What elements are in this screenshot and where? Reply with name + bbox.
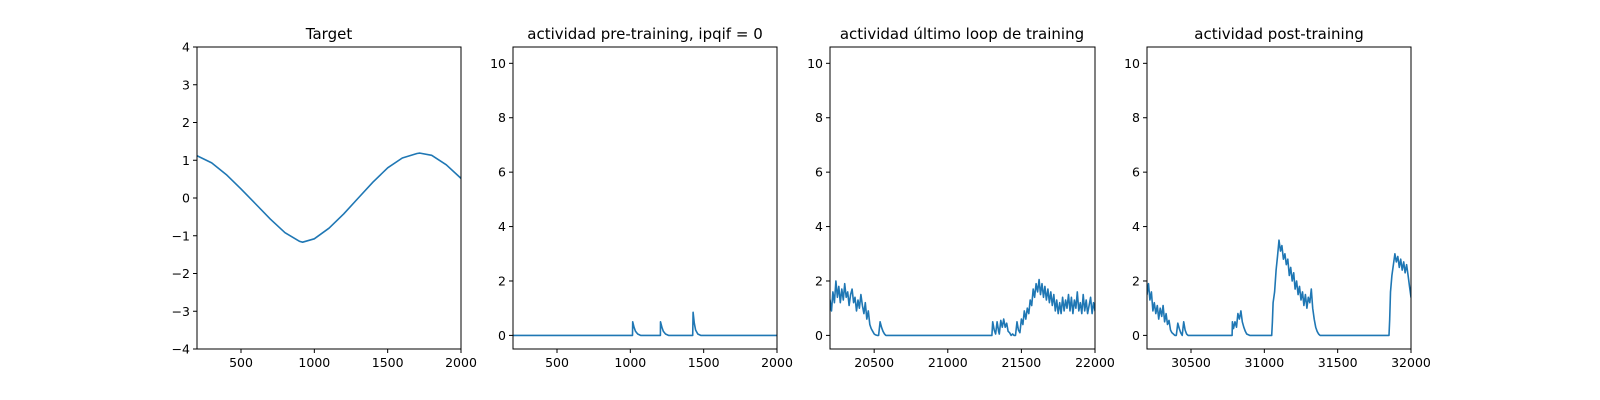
axes-frame xyxy=(1146,46,1412,350)
x-tick-label: 31500 xyxy=(1318,355,1358,370)
y-tick-label: −3 xyxy=(172,304,190,319)
x-tick-label: 22000 xyxy=(1075,355,1115,370)
y-tick-label: 4 xyxy=(182,40,190,55)
y-tick-label: 8 xyxy=(498,110,506,125)
x-tick-label: 1500 xyxy=(688,355,720,370)
y-tick-label: −2 xyxy=(172,266,190,281)
x-tick-label: 2000 xyxy=(761,355,793,370)
x-tick-label: 1000 xyxy=(614,355,646,370)
chart-title: actividad pre-training, ipqif = 0 xyxy=(527,25,763,43)
y-tick-label: 10 xyxy=(1124,56,1140,71)
chart-panel-last-training-loop: actividad último loop de training 20500 2… xyxy=(807,25,1115,370)
x-tick-label: 500 xyxy=(545,355,569,370)
x-tick-label: 32000 xyxy=(1391,355,1431,370)
y-tick-label: 4 xyxy=(815,219,823,234)
y-tick-label: −4 xyxy=(172,342,190,357)
y-tick-label: 0 xyxy=(1132,328,1140,343)
y-tick-label: 2 xyxy=(815,273,823,288)
y-tick-label: 2 xyxy=(498,273,506,288)
x-tick-label: 31000 xyxy=(1244,355,1284,370)
chart-title: actividad post-training xyxy=(1194,25,1363,43)
y-tick-label: 0 xyxy=(182,191,190,206)
chart-panel-post-training: actividad post-training 30500 31000 31500 3… xyxy=(1124,25,1431,370)
x-tick-label: 1000 xyxy=(298,355,330,370)
y-tick-label: 10 xyxy=(490,56,506,71)
y-tick-label: 8 xyxy=(815,110,823,125)
x-tick-label: 20500 xyxy=(854,355,894,370)
y-tick-label: 0 xyxy=(815,328,823,343)
series-line-0 xyxy=(513,311,777,337)
series-line-0 xyxy=(1147,239,1411,337)
chart-title: Target xyxy=(305,25,353,43)
x-tick-label: 30500 xyxy=(1171,355,1211,370)
x-tick-label: 500 xyxy=(229,355,253,370)
chart-panel-pre-training: actividad pre-training, ipqif = 0 500 100… xyxy=(490,25,793,370)
x-tick-label: 1500 xyxy=(372,355,404,370)
y-tick-label: 2 xyxy=(182,115,190,130)
series-line-0 xyxy=(197,152,461,243)
y-tick-label: 1 xyxy=(182,153,190,168)
y-tick-label: 4 xyxy=(1132,219,1140,234)
y-tick-label: 6 xyxy=(498,165,506,180)
x-tick-label: 21500 xyxy=(1002,355,1042,370)
series-line-0 xyxy=(830,278,1095,337)
y-tick-label: 6 xyxy=(1132,165,1140,180)
x-tick-label: 2000 xyxy=(445,355,477,370)
y-tick-label: 6 xyxy=(815,165,823,180)
y-tick-label: 8 xyxy=(1132,110,1140,125)
axes-frame xyxy=(829,46,1096,350)
axes-frame xyxy=(512,46,778,350)
chart-title: actividad último loop de training xyxy=(840,25,1084,43)
chart-panel-target: Target 500 1000 1500 2000 −4 −3 −2 −1 0 1 2 3 4 xyxy=(172,25,477,370)
y-tick-label: 3 xyxy=(182,77,190,92)
y-tick-label: 2 xyxy=(1132,273,1140,288)
y-tick-label: 0 xyxy=(498,328,506,343)
y-tick-label: 10 xyxy=(807,56,823,71)
x-tick-label: 21000 xyxy=(928,355,968,370)
axes-frame xyxy=(196,46,462,350)
y-tick-label: 4 xyxy=(498,219,506,234)
y-tick-label: −1 xyxy=(172,228,190,243)
